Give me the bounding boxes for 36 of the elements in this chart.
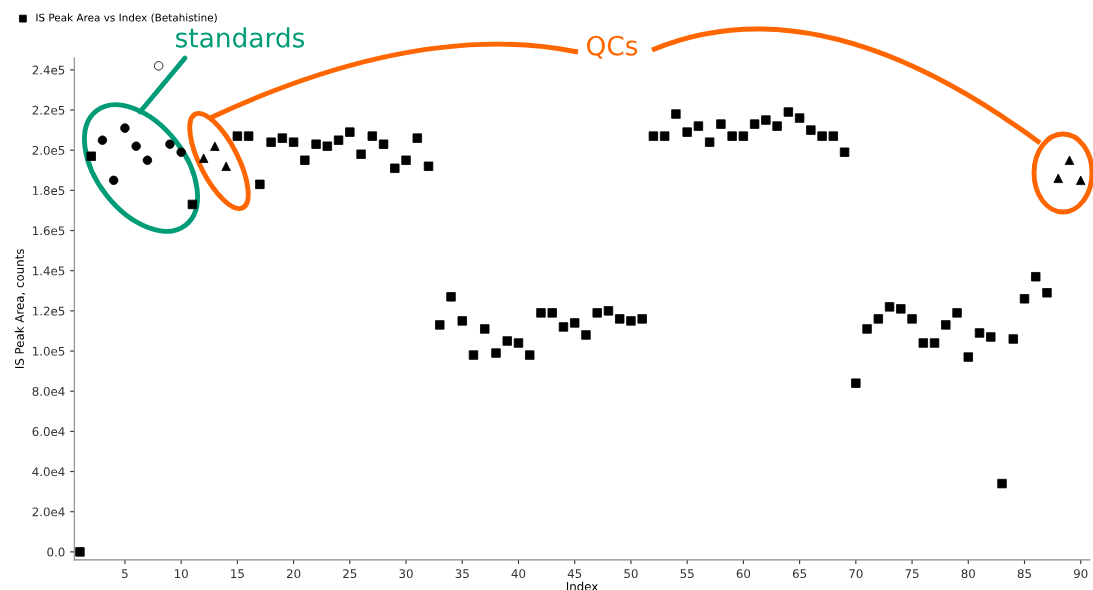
x-tick-label: 35: [455, 569, 469, 579]
y-tick-label: 4.0e4: [32, 467, 65, 477]
x-tick-label: 25: [343, 569, 357, 579]
annotation: QCs: [587, 35, 638, 59]
y-tick-label: 2.0e4: [32, 507, 65, 517]
x-tick-label: 80: [961, 569, 976, 579]
y-tick-label: 2.0e5: [32, 145, 65, 155]
x-tick-label: 50: [624, 569, 638, 579]
y-tick-label: 1.0e5: [33, 346, 65, 356]
x-tick-label: 45: [567, 569, 582, 579]
x-tick-label: 15: [231, 569, 244, 579]
x-tick-label: 75: [905, 569, 919, 579]
x-tick-label: 30: [399, 569, 413, 579]
y-tick-label: 1.8e5: [33, 186, 65, 196]
y-tick-label: 1.2e5: [33, 306, 65, 316]
y-tick-label: 8.0e4: [32, 386, 65, 396]
legend-label: IS Peak Area vs Index (Betahistine): [36, 13, 217, 23]
y-axis-title: IS Peak Area, counts: [14, 249, 26, 369]
x-tick-label: 65: [792, 569, 807, 579]
y-tick-label: 1.6e5: [33, 226, 65, 236]
x-tick-label: 90: [1073, 569, 1088, 579]
x-tick-label: 60: [736, 569, 751, 579]
y-tick-label: 1.4e5: [33, 266, 65, 276]
x-tick-label: 40: [511, 569, 526, 579]
x-tick-label: 85: [1017, 569, 1031, 579]
x-tick-label: 55: [680, 569, 694, 579]
x-axis-title: Index: [566, 581, 598, 590]
y-tick-label: 2.2e5: [32, 105, 65, 115]
y-tick-label: 6.0e4: [32, 427, 65, 437]
y-tick-label: 2.4e5: [32, 65, 65, 75]
x-tick-label: 10: [174, 569, 188, 579]
x-tick-label: 70: [849, 569, 863, 579]
x-tick-label: 20: [286, 569, 301, 579]
y-tick-label: 0.0: [47, 547, 65, 557]
x-tick-label: 5: [122, 569, 128, 579]
text: standards: [176, 27, 305, 48]
